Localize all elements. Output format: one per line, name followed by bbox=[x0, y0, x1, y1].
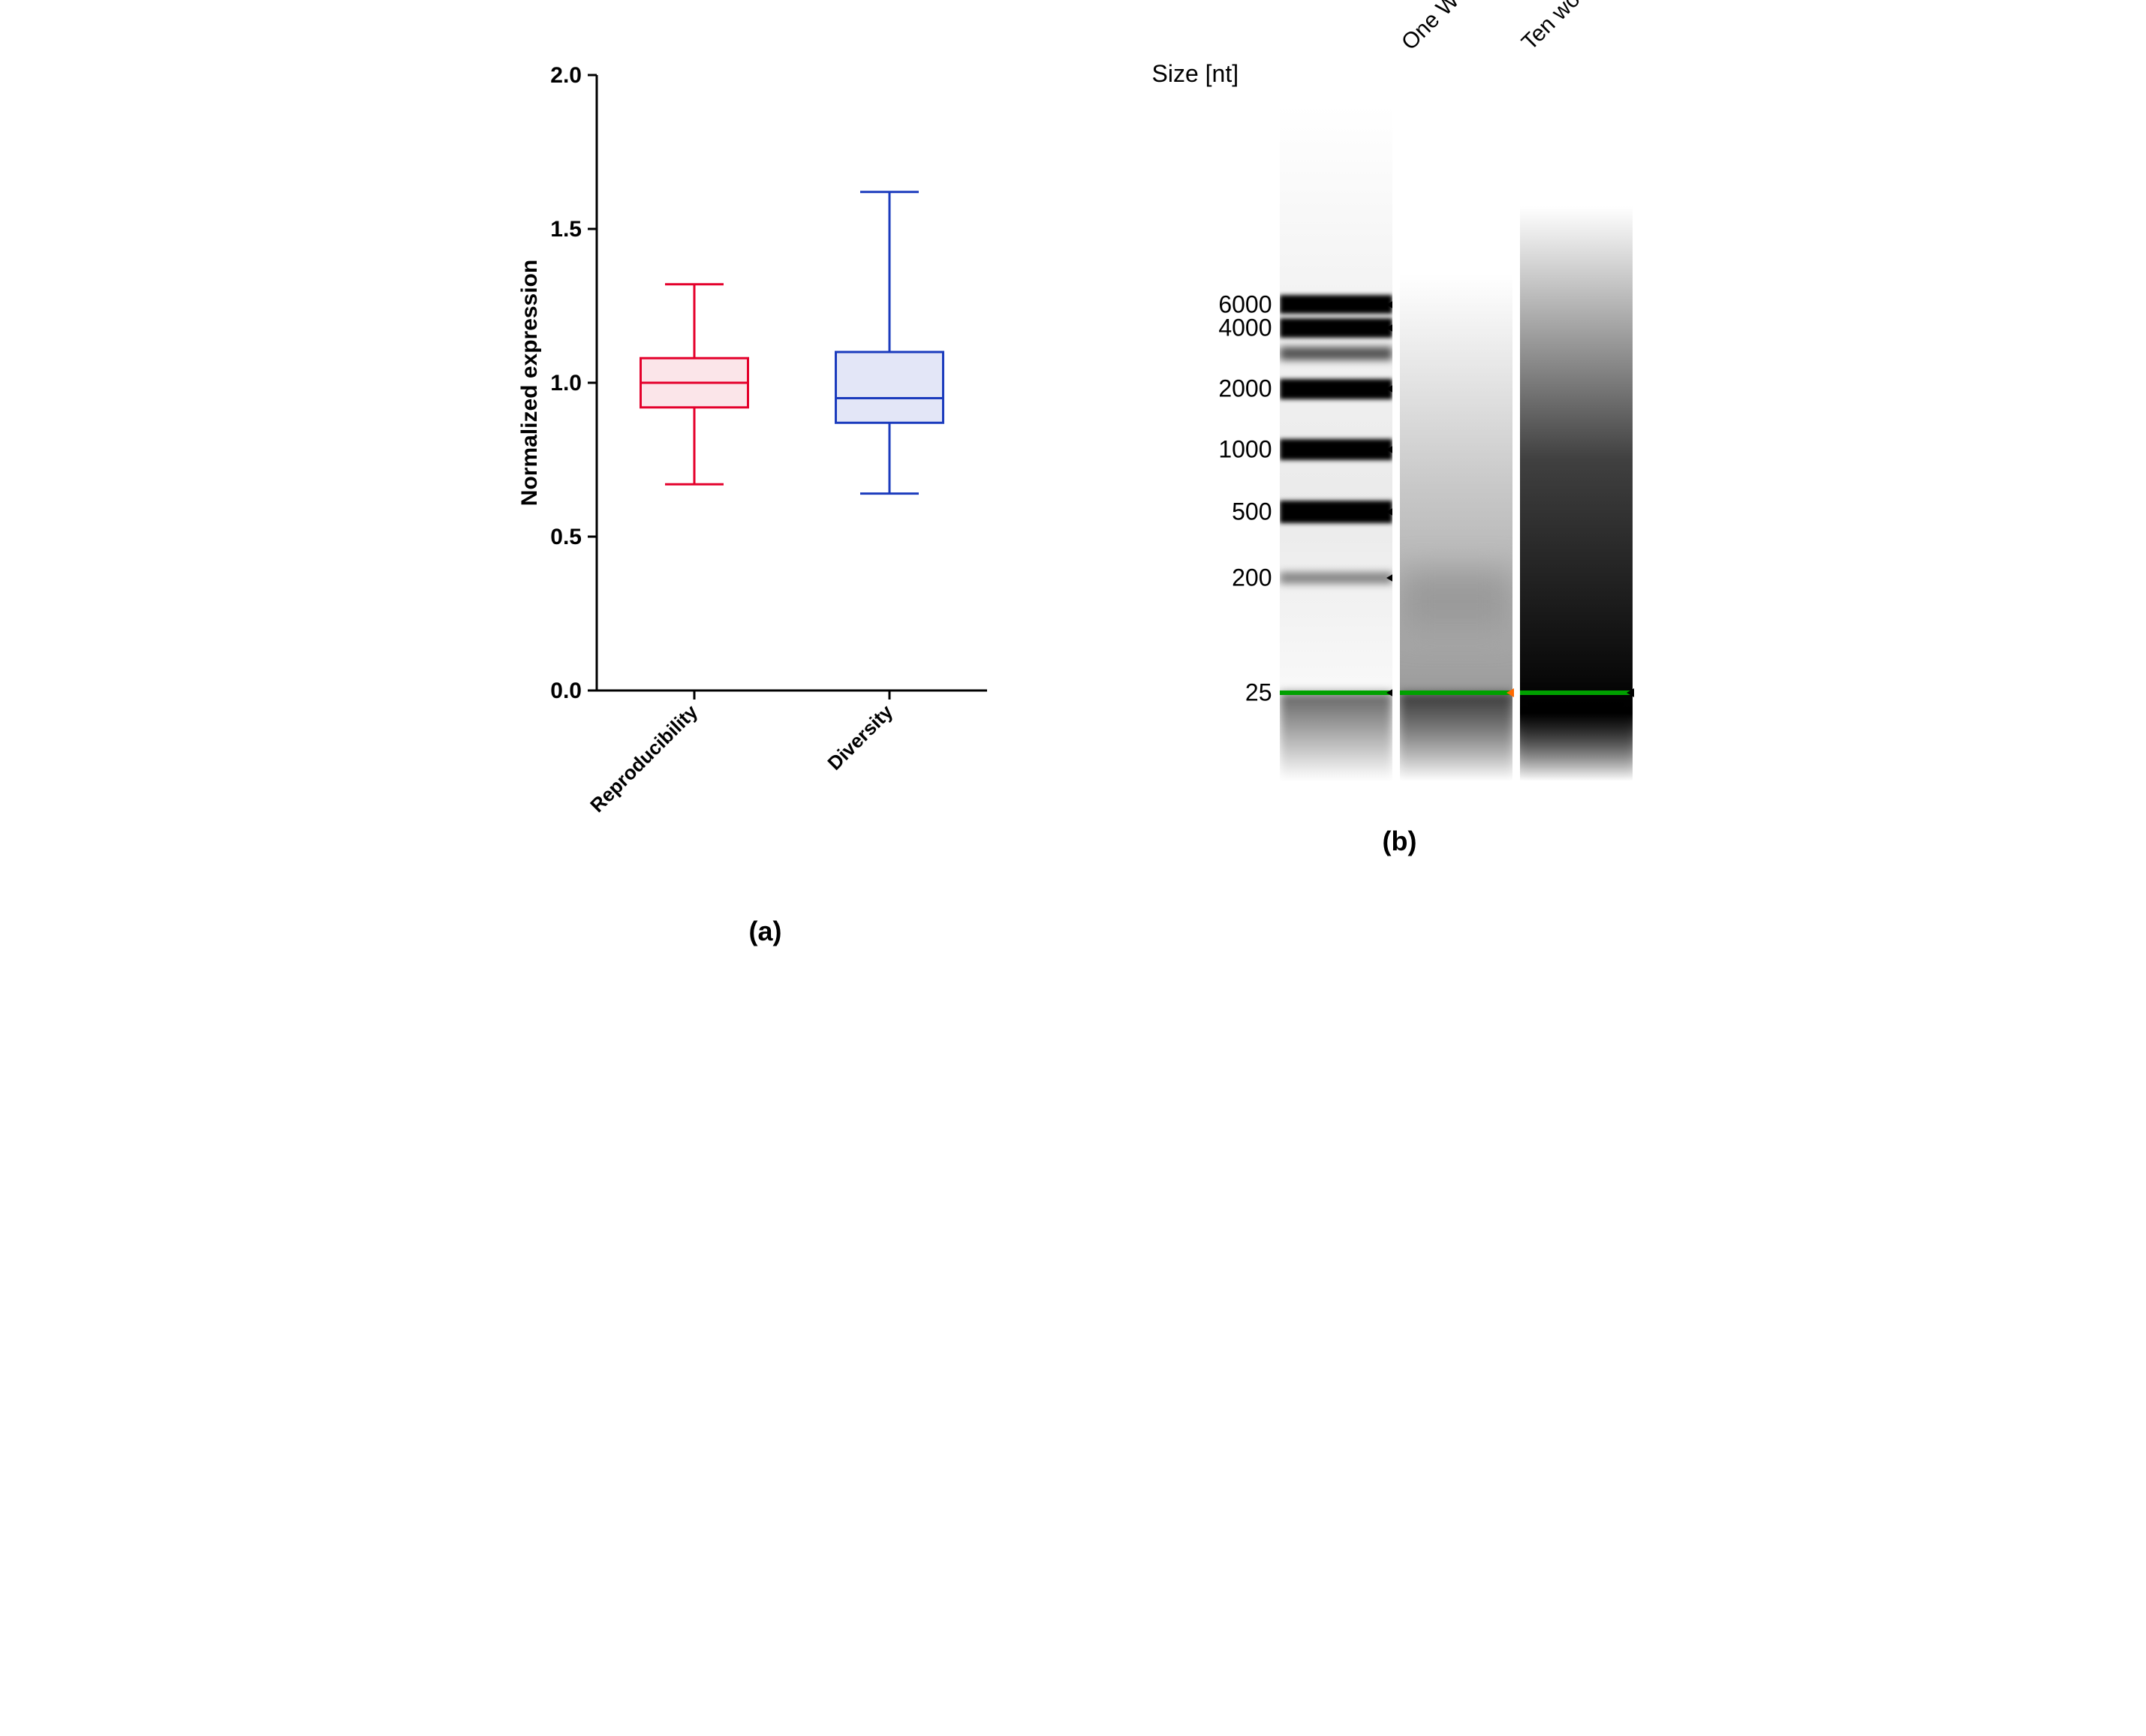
ladder-runoff bbox=[1280, 693, 1392, 781]
lane-inner bbox=[1400, 105, 1512, 781]
gel-tick-label: 4000 bbox=[1218, 314, 1272, 342]
gel-tick-label: 25 bbox=[1245, 679, 1272, 707]
green-marker-line bbox=[1520, 690, 1633, 695]
green-marker-line bbox=[1280, 690, 1392, 695]
gel-lane-sample: One Woman bbox=[1400, 105, 1512, 781]
gel-tick-label: 500 bbox=[1232, 498, 1272, 525]
figure-root: 0.0 0.5 1.0 1.5 2.0 Normalized expression Repr… bbox=[0, 0, 2146, 962]
lane-runoff bbox=[1520, 693, 1633, 781]
lane-end-marker-icon bbox=[1627, 688, 1634, 697]
svg-text:Diversity: Diversity bbox=[823, 700, 897, 775]
ladder-tick-icon bbox=[1386, 688, 1392, 697]
ladder-tick-icon bbox=[1386, 384, 1392, 393]
lane-header: One Woman bbox=[1396, 0, 1503, 56]
panel-b-label: (b) bbox=[1383, 826, 1417, 857]
svg-text:2.0: 2.0 bbox=[550, 63, 582, 88]
svg-text:0.5: 0.5 bbox=[550, 525, 582, 549]
lane-dark-band bbox=[1400, 571, 1512, 632]
ladder-band bbox=[1280, 439, 1392, 461]
gel-tick-label: 2000 bbox=[1218, 375, 1272, 403]
ladder-band bbox=[1280, 347, 1392, 360]
svg-text:Reproducibility: Reproducibility bbox=[585, 700, 702, 817]
ladder-tick-icon bbox=[1386, 573, 1392, 582]
lane-smear bbox=[1520, 105, 1633, 781]
ladder-band bbox=[1280, 501, 1392, 524]
lane-runoff bbox=[1400, 693, 1512, 781]
panel-b: Size [nt] 600040002000100050020025 One W… bbox=[1167, 45, 1633, 857]
lane-header: Ten women bbox=[1516, 0, 1616, 56]
svg-text:0.0: 0.0 bbox=[550, 678, 582, 703]
panel-a-label: (a) bbox=[749, 916, 782, 947]
svg-text:1.5: 1.5 bbox=[550, 217, 582, 242]
ladder-tick-icon bbox=[1386, 323, 1392, 332]
gel-tick-label: 200 bbox=[1232, 564, 1272, 592]
gel-lane-sample: Ten women bbox=[1520, 105, 1633, 781]
gel-area: Size [nt] 600040002000100050020025 One W… bbox=[1167, 45, 1633, 781]
green-marker-line bbox=[1400, 690, 1512, 695]
lane-end-marker-icon bbox=[1506, 688, 1514, 697]
boxplot-chart: 0.0 0.5 1.0 1.5 2.0 Normalized expression Repr… bbox=[514, 45, 1017, 871]
svg-text:1.0: 1.0 bbox=[550, 371, 582, 396]
panel-a: 0.0 0.5 1.0 1.5 2.0 Normalized expression Repr… bbox=[514, 45, 1017, 947]
lane-inner bbox=[1520, 105, 1633, 781]
svg-text:Normalized expression: Normalized expression bbox=[517, 260, 542, 506]
ladder-tick-icon bbox=[1386, 445, 1392, 454]
ladder-tick-icon bbox=[1386, 507, 1392, 516]
gel-lanes: One WomanTen women bbox=[1280, 105, 1633, 781]
ladder-band bbox=[1280, 379, 1392, 399]
lane-smear bbox=[1400, 105, 1512, 781]
ladder-band bbox=[1280, 572, 1392, 584]
ladder-band bbox=[1280, 318, 1392, 337]
gel-size-labels: Size [nt] 600040002000100050020025 bbox=[1167, 105, 1280, 781]
gel-size-title: Size [nt] bbox=[1152, 60, 1239, 88]
gel-lane-ladder bbox=[1280, 105, 1392, 781]
ladder-band bbox=[1280, 295, 1392, 314]
ladder-tick-icon bbox=[1386, 300, 1392, 309]
gel-tick-label: 1000 bbox=[1218, 436, 1272, 464]
